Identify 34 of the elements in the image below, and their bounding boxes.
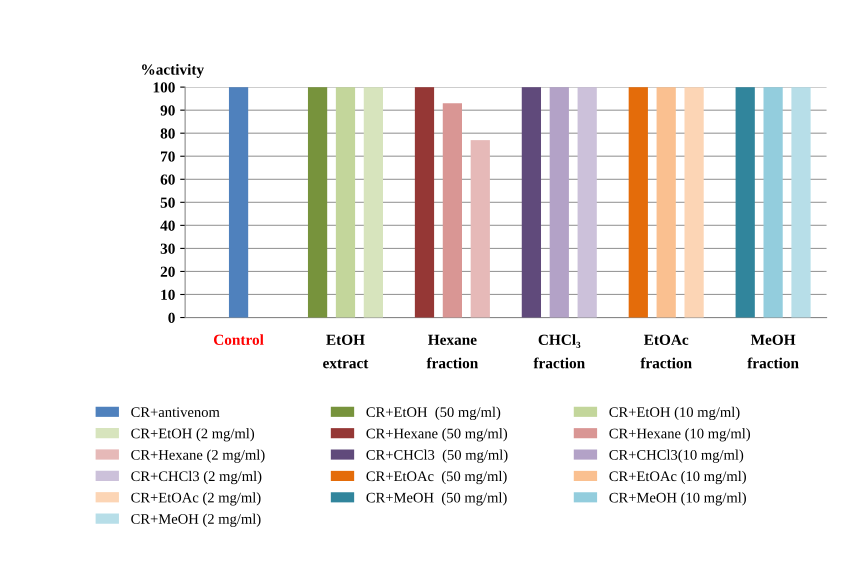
x-tick-label: Control	[214, 334, 264, 345]
y-tick-label: 30	[160, 244, 175, 254]
y-tick-label: 60	[160, 174, 175, 185]
y-tick-label: 20	[160, 266, 175, 277]
y-tick-label: 70	[160, 151, 175, 162]
legend-label: CR+Hexane (2 mg/ml)	[131, 449, 265, 463]
x-tick-label: CHCl₃ fraction	[534, 334, 585, 368]
y-tick-label: 40	[160, 220, 175, 231]
y-tick-label: 80	[160, 128, 175, 139]
legend-label: CR+MeOH (50 mg/ml)	[366, 492, 507, 506]
legend-label: CR+CHCl3 (50 mg/ml)	[366, 450, 508, 463]
y-tick-label: 10	[161, 290, 175, 300]
legend-label: CR+EtOAc (10 mg/ml)	[609, 470, 746, 484]
legend-label: CR+MeOH (10 mg/ml)	[609, 492, 746, 506]
legend-label: CR+CHCl3 (2 mg/ml)	[131, 470, 262, 484]
x-tick-label: MeOH fraction	[747, 334, 799, 368]
legend-label: CR+MeOH (2 mg/ml)	[131, 514, 261, 527]
y-tick-label: 100	[154, 82, 175, 93]
legend-label: CR+EtOAc (50 mg/ml)	[366, 470, 507, 484]
legend-label: CR+EtOAc (2 mg/ml)	[131, 492, 261, 506]
legend-label: CR+antivenom	[131, 407, 220, 418]
y-axis-title: %activity	[142, 64, 204, 78]
x-tick-label: Hexane fraction	[426, 334, 478, 368]
legend-label: CR+Hexane (50 mg/ml)	[366, 428, 508, 442]
y-tick-label: 50	[160, 197, 175, 208]
x-tick-label: EtOAc fraction	[640, 334, 692, 368]
y-tick-label: 0	[168, 312, 175, 323]
legend-label: CR+Hexane (10 mg/ml)	[609, 428, 750, 442]
legend-label: CR+CHCl3(10 mg/ml)	[609, 450, 744, 463]
legend-label: CR+EtOH (2 mg/ml)	[131, 428, 254, 442]
x-tick-label: EtOH extract	[323, 334, 368, 368]
legend-label: CR+EtOH (10 mg/ml)	[609, 406, 740, 420]
y-tick-label: 90	[160, 105, 175, 116]
legend-label: CR+EtOH (50 mg/ml)	[366, 406, 500, 420]
